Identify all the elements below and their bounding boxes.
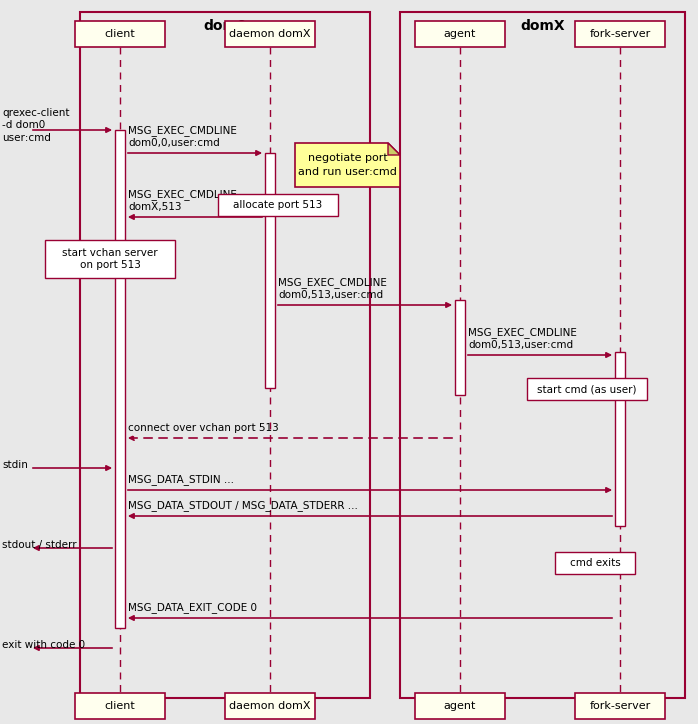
FancyBboxPatch shape <box>415 693 505 719</box>
FancyBboxPatch shape <box>615 352 625 526</box>
Text: cmd exits: cmd exits <box>570 558 621 568</box>
FancyBboxPatch shape <box>218 194 338 216</box>
Text: allocate port 513: allocate port 513 <box>233 200 322 210</box>
Polygon shape <box>388 143 400 155</box>
Text: connect over vchan port 513: connect over vchan port 513 <box>128 423 279 433</box>
Text: client: client <box>105 701 135 711</box>
Text: MSG_EXEC_CMDLINE
dom0,513,user:cmd: MSG_EXEC_CMDLINE dom0,513,user:cmd <box>468 327 577 350</box>
Text: stdout / stderr: stdout / stderr <box>2 540 77 550</box>
Text: fork-server: fork-server <box>589 701 651 711</box>
Text: agent: agent <box>444 701 476 711</box>
Text: MSG_EXEC_CMDLINE
dom0,0,user:cmd: MSG_EXEC_CMDLINE dom0,0,user:cmd <box>128 125 237 148</box>
Text: start cmd (as user): start cmd (as user) <box>537 384 637 394</box>
FancyBboxPatch shape <box>555 552 635 574</box>
FancyBboxPatch shape <box>225 21 315 47</box>
Text: MSG_DATA_EXIT_CODE 0: MSG_DATA_EXIT_CODE 0 <box>128 602 257 613</box>
Text: start vchan server
on port 513: start vchan server on port 513 <box>62 248 158 270</box>
Text: qrexec-client
-d dom0
user:cmd: qrexec-client -d dom0 user:cmd <box>2 108 70 143</box>
FancyBboxPatch shape <box>400 12 685 698</box>
FancyBboxPatch shape <box>455 300 465 395</box>
Text: exit with code 0: exit with code 0 <box>2 640 85 650</box>
FancyBboxPatch shape <box>115 130 125 628</box>
Text: MSG_DATA_STDOUT / MSG_DATA_STDERR ...: MSG_DATA_STDOUT / MSG_DATA_STDERR ... <box>128 500 358 511</box>
Polygon shape <box>295 143 400 187</box>
Text: MSG_DATA_STDIN ...: MSG_DATA_STDIN ... <box>128 474 234 485</box>
Text: stdin: stdin <box>2 460 28 470</box>
FancyBboxPatch shape <box>265 153 275 388</box>
FancyBboxPatch shape <box>75 693 165 719</box>
FancyBboxPatch shape <box>415 21 505 47</box>
Text: domX: domX <box>520 19 565 33</box>
FancyBboxPatch shape <box>225 693 315 719</box>
Text: daemon domX: daemon domX <box>229 701 311 711</box>
Text: dom0: dom0 <box>203 19 247 33</box>
Text: daemon domX: daemon domX <box>229 29 311 39</box>
Text: fork-server: fork-server <box>589 29 651 39</box>
FancyBboxPatch shape <box>80 12 370 698</box>
FancyBboxPatch shape <box>527 378 647 400</box>
FancyBboxPatch shape <box>45 240 175 278</box>
Text: MSG_EXEC_CMDLINE
domX,513: MSG_EXEC_CMDLINE domX,513 <box>128 189 237 212</box>
Text: MSG_EXEC_CMDLINE
dom0,513,user:cmd: MSG_EXEC_CMDLINE dom0,513,user:cmd <box>278 277 387 300</box>
FancyBboxPatch shape <box>75 21 165 47</box>
Text: client: client <box>105 29 135 39</box>
FancyBboxPatch shape <box>575 21 665 47</box>
Text: negotiate port
and run user:cmd: negotiate port and run user:cmd <box>298 153 397 177</box>
Text: agent: agent <box>444 29 476 39</box>
FancyBboxPatch shape <box>575 693 665 719</box>
